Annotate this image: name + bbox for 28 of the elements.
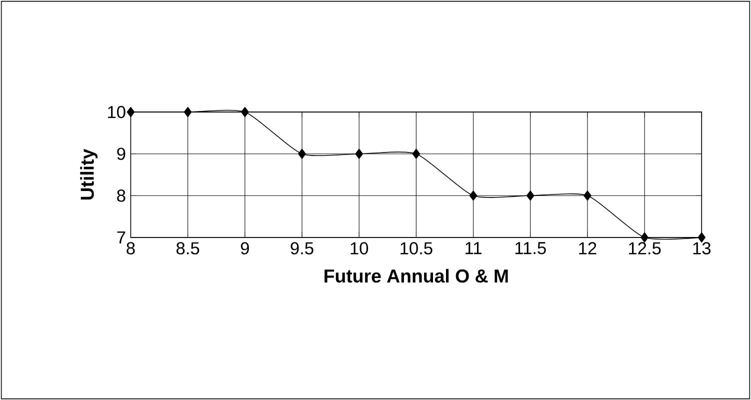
x-tick-label: 9.5 [290,242,314,254]
x-tick-label: 13 [693,242,711,254]
y-axis-title: Utility [80,148,98,200]
point [640,232,648,242]
x-tick-label: 9 [240,242,249,254]
point [412,148,420,159]
x-tick-label: 12 [579,242,596,254]
y-tick-label: 9 [117,148,126,160]
x-tick-label: 12.5 [628,242,661,254]
point [355,148,363,159]
point [526,190,534,201]
point [126,106,135,118]
x-tick-label: 11 [466,242,482,254]
y-tick-label: 8 [117,189,126,202]
y-tick-label: 7 [117,231,126,244]
point [241,106,249,118]
x-tick-label: 11.5 [515,242,546,254]
x-axis-title: Future Annual O & M [324,268,508,283]
point [469,190,478,201]
point [298,148,306,159]
x-tick-label: 10.5 [400,242,432,254]
point [184,106,192,118]
x-tick-label: 8 [126,242,135,254]
point [584,190,592,201]
x-tick-label: 10 [350,242,368,254]
y-tick-label: 10 [108,106,126,118]
x-tick-label: 8.5 [176,242,200,254]
point [698,232,706,242]
